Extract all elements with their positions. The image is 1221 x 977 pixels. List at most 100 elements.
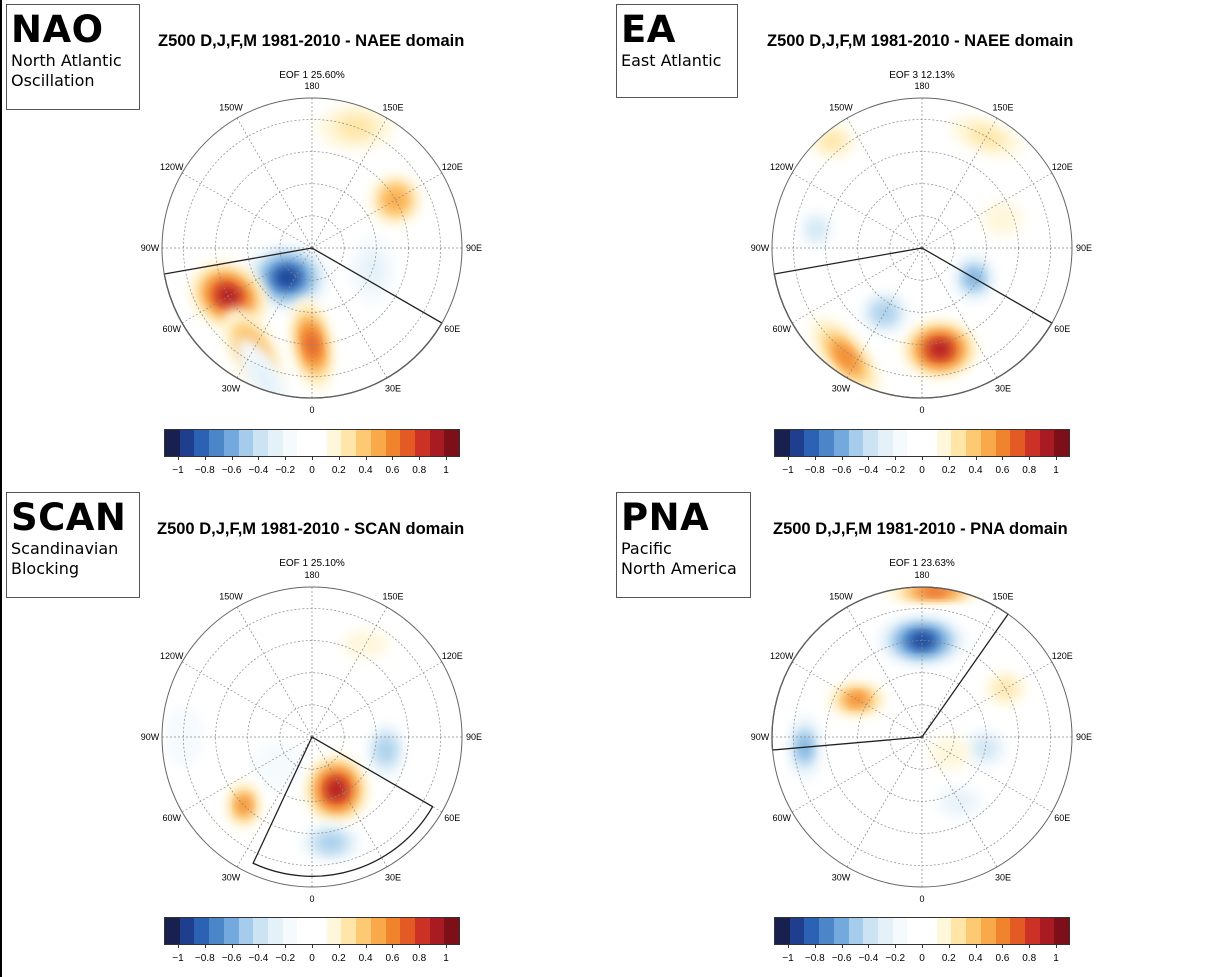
longitude-label: 150E [382,103,403,113]
colorbar-swatch [848,918,864,944]
colorbar-tickmark [1056,945,1057,948]
colorbar-tick-label: −0.4 [248,953,269,964]
meridian-gridline [846,247,923,379]
longitude-label: 120E [1052,651,1073,661]
meridian-gridline [791,736,923,813]
longitude-label: 180 [914,81,929,91]
colorbar-tick-label: 1 [1053,953,1059,964]
colorbar-tickmark [231,945,233,948]
colorbar-tick-label: −0.4 [858,953,879,964]
colorbar-swatch [341,918,357,944]
longitude-label: 180 [304,81,319,91]
colorbar-swatch [907,430,923,456]
colorbar-swatch [326,918,342,944]
colorbar-tick-label: −1 [172,953,184,964]
longitude-label: 180 [914,570,929,580]
colorbar-tick-label: −0.6 [221,953,242,964]
colorbar-swatch [877,430,893,456]
colorbar-swatch [194,430,210,456]
anomaly-contour-3 [377,739,394,762]
colorbar-tick-label: 0.8 [1022,953,1037,964]
pattern-abbreviation: SCAN [11,496,127,539]
colorbar-swatch [1024,430,1040,456]
colorbar-tick-label: 0 [309,953,315,964]
colorbar-tickmark [231,457,233,460]
longitude-label: 60E [444,813,460,823]
polar-map: 180 150E 120E 90E 60E 30E 0 30W 60W 90W 120W 150W [141,81,482,415]
colorbar-swatch [414,918,430,944]
colorbar-tickmark [365,945,367,948]
colorbar-swatch [385,430,401,456]
colorbar-tickmark [922,457,923,460]
colorbar-tick-label: 0 [309,465,315,476]
colorbar-tickmark [922,945,923,948]
colorbar-tickmark [1029,945,1031,948]
longitude-label: 60E [1054,324,1070,334]
meridian-gridline [236,606,313,738]
panel-ea: EA East Atlantic Z500 D,J,F,M 1981-2010 - … [610,0,1220,488]
colorbar-tick-label: −0.2 [275,953,296,964]
colorbar-tick-label: −0.8 [194,465,215,476]
colorbar-tick-label: 0 [919,953,925,964]
longitude-label: 120E [442,651,463,661]
colorbar-swatch [209,918,224,944]
colorbar: −1 −0.8 −0.6 −0.4 −0.2 0 0.2 0.4 0.6 0.8 1 [774,917,1070,964]
colorbar-swatch [444,918,460,944]
colorbar-swatch [370,918,386,944]
pattern-full-name: East Atlantic [621,51,722,70]
meridian-gridline [311,606,388,738]
colorbar-swatch [804,430,820,456]
anomaly-contour-5 [945,792,974,812]
colorbar-tickmark [258,945,260,948]
colorbar-tick-label: 0.2 [331,465,346,476]
pattern-abbreviation: EA [621,8,676,51]
pattern-label-box: NAO North Atlantic Oscillation [6,4,140,110]
map-boundary [771,586,1073,888]
colorbar-tickmark [948,945,950,948]
colorbar-tick-label: −1 [782,953,794,964]
eof-variance-label: EOF 1 25.60% [279,70,345,81]
longitude-label: 60W [772,324,791,334]
colorbar-swatch [238,918,254,944]
colorbar-swatch [789,430,805,456]
map-boundary [161,586,463,888]
colorbar-swatch [400,430,415,456]
colorbar-swatch [341,430,357,456]
colorbar-tick-label: 1 [1053,465,1059,476]
colorbar-swatch [980,430,996,456]
colorbar-swatch [267,918,283,944]
meridian-gridline [921,606,998,738]
colorbar-tickmark [1002,457,1004,460]
colorbar-tick-label: 0.4 [968,953,983,964]
meridian-gridline [311,117,388,249]
colorbar-swatch [238,430,254,456]
meridian-gridline [181,661,313,738]
colorbar-swatch [966,430,981,456]
colorbar-swatch [297,918,313,944]
colorbar-tickmark [975,457,977,460]
pattern-label-box: SCAN Scandinavian Blocking [6,492,140,598]
meridian-gridline [846,606,923,738]
longitude-label: 120E [1052,162,1073,172]
colorbar-swatch [223,918,239,944]
colorbar-swatch [922,918,937,944]
anomaly-contour-1 [318,834,343,851]
map-boundary [771,97,1073,399]
colorbar-swatch [356,430,371,456]
colorbar-tick-label: −0.2 [885,465,906,476]
longitude-label: 150W [829,592,853,602]
colorbar-tickmark [1056,457,1057,460]
colorbar-swatch [936,918,952,944]
colorbar-tickmark [285,457,287,460]
anomaly-contour-7 [982,201,1023,236]
colorbar-swatch [312,918,327,944]
colorbar-tickmark [895,457,897,460]
pattern-abbreviation: PNA [621,496,710,539]
longitude-label: 90E [466,732,482,742]
colorbar-swatch [863,918,878,944]
colorbar-tick-label: 0.2 [331,953,346,964]
colorbar-swatch [209,430,224,456]
colorbar-tickmark [788,457,789,460]
longitude-label: 150W [219,592,243,602]
colorbar-swatch [863,430,878,456]
